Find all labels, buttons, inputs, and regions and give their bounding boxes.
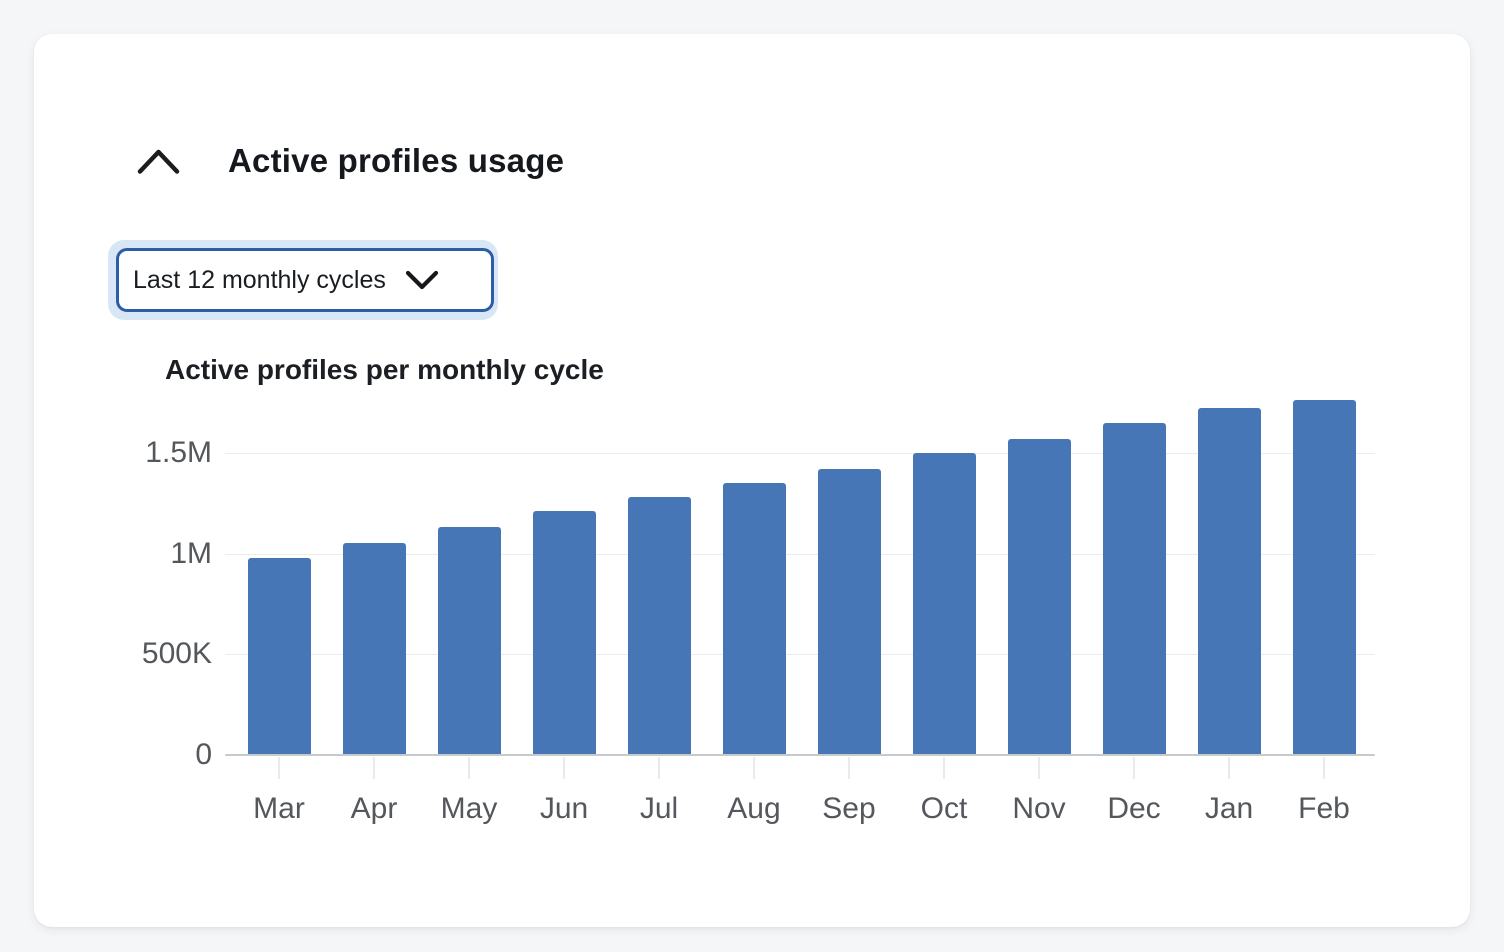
bar-jun[interactable] [532, 511, 596, 755]
y-axis-label-1M: 1M [170, 536, 212, 570]
x-axis-label-may: May [440, 792, 498, 825]
x-tick-dec [1133, 757, 1135, 779]
x-tick-apr [373, 757, 375, 779]
x-tick-jun [563, 757, 565, 779]
gridline-1.5M [225, 452, 1375, 454]
bar-aug[interactable] [722, 482, 786, 755]
x-axis-label-oct: Oct [920, 792, 968, 825]
x-axis-label-sep: Sep [822, 792, 876, 825]
chart-title: Active profiles per monthly cycle [165, 354, 604, 385]
x-tick-jul [658, 757, 660, 779]
x-tick-aug [753, 757, 755, 779]
x-tick-mar [278, 757, 280, 779]
x-tick-oct [943, 757, 945, 779]
x-axis-label-aug: Aug [727, 792, 781, 825]
bar-jan[interactable] [1197, 408, 1261, 755]
bar-may[interactable] [437, 527, 501, 755]
bar-jul[interactable] [627, 497, 691, 755]
x-axis-label-jan: Jan [1204, 792, 1254, 825]
x-tick-may [468, 757, 470, 779]
bar-dec[interactable] [1102, 422, 1166, 755]
x-tick-nov [1038, 757, 1040, 779]
cycle-filter-select[interactable]: Last 12 monthly cycles [116, 248, 494, 312]
x-axis-label-jul: Jul [639, 792, 679, 825]
bar-apr[interactable] [342, 543, 406, 755]
cycle-filter-value: Last 12 monthly cycles [133, 265, 386, 294]
x-tick-jan [1228, 757, 1230, 779]
x-axis-label-apr: Apr [350, 792, 398, 825]
chevron-down-icon [404, 268, 440, 292]
x-tick-feb [1323, 757, 1325, 779]
gridline-1M [225, 553, 1375, 555]
bar-nov[interactable] [1007, 438, 1071, 755]
axis-baseline [225, 754, 1375, 756]
page-title: Active profiles usage [228, 142, 565, 179]
y-axis-label-0: 0 [195, 738, 212, 771]
x-axis-label-dec: Dec [1107, 792, 1161, 825]
y-axis-label-1.5M: 1.5M [145, 435, 212, 469]
x-axis-label-feb: Feb [1298, 792, 1350, 825]
cycle-filter-focus-ring: Last 12 monthly cycles [108, 240, 498, 320]
bar-feb[interactable] [1292, 400, 1356, 755]
gridline-500K [225, 654, 1375, 656]
x-axis-label-jun: Jun [539, 792, 589, 825]
y-axis-label-500K: 500K [141, 637, 212, 671]
collapse-button[interactable] [130, 138, 186, 184]
x-axis-label-mar: Mar [253, 792, 305, 825]
chevron-up-icon [136, 147, 181, 176]
x-tick-sep [848, 757, 850, 779]
bar-mar[interactable] [247, 557, 311, 755]
bar-oct[interactable] [912, 452, 976, 755]
bar-sep[interactable] [817, 468, 881, 755]
x-axis-label-nov: Nov [1012, 792, 1066, 825]
